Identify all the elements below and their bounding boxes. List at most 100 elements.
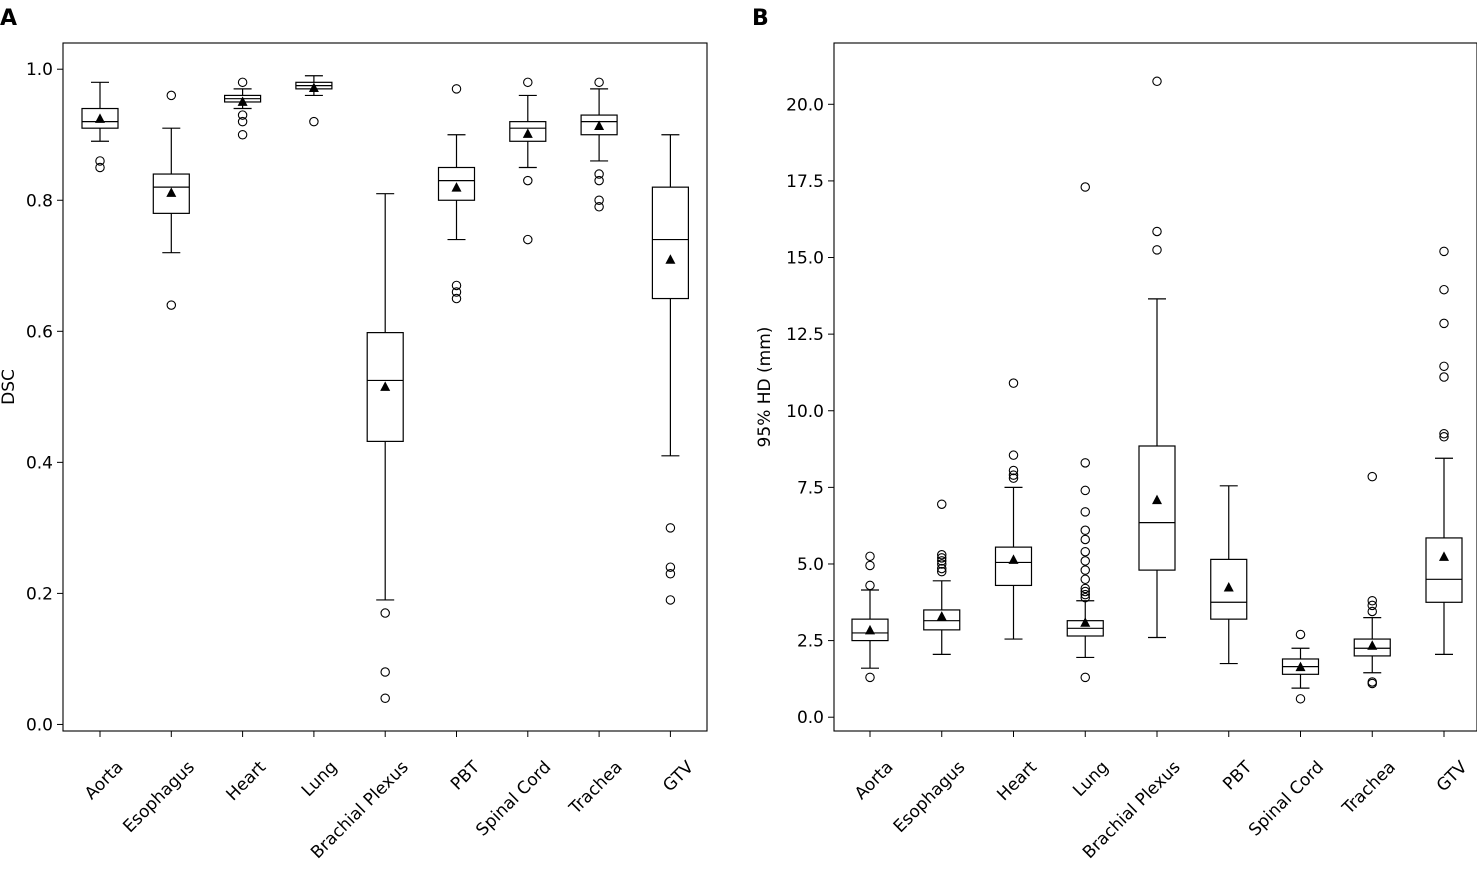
outlier-point [1439,284,1449,295]
box-heart [994,378,1033,640]
panel-letter: A [0,6,17,31]
outlier-point [1439,432,1449,442]
y-tick-label: 17.5 [786,172,824,192]
iqr-box [651,186,690,300]
x-tick-label: Lung [1069,757,1112,800]
iqr-box [1210,558,1248,620]
outlier-point [594,195,604,206]
outlier-point [1367,677,1378,687]
outlier-point [1080,458,1091,468]
mean-marker [166,187,177,197]
y-tick-label: 0.0 [797,708,824,728]
outlier-point [936,550,947,560]
mean-marker [1008,554,1019,564]
iqr-box [437,166,476,201]
iqr-box [1425,537,1463,603]
x-tick-label: Trachea [1338,757,1400,819]
box-heart [224,77,262,140]
outlier-point [1152,76,1162,87]
outlier-point [380,693,390,703]
y-tick-label: 5.0 [797,555,824,575]
outlier-point [594,77,604,88]
y-tick-label: 0.6 [26,322,53,342]
outlier-point [1008,378,1019,388]
y-tick-label: 0.2 [26,584,53,604]
outlier-point [1080,574,1091,585]
box-brachial-plexus [366,193,404,703]
outlier-point [665,562,676,572]
outlier-point [380,608,390,618]
outlier-point [166,300,177,310]
outlier-point [1367,600,1378,611]
outlier-point [523,234,533,245]
iqr-box [994,546,1033,587]
outlier-point [1008,465,1019,476]
outlier-point [1008,473,1019,483]
outlier-point [451,293,462,304]
outlier-point [1367,596,1378,606]
y-tick-label: 2.5 [797,632,824,652]
outlier-point [166,90,177,101]
box-esophagus [923,499,961,655]
box-aorta [81,81,119,173]
outlier-point [1080,525,1091,536]
outlier-point [523,175,533,186]
outlier-point [936,499,947,509]
outlier-point [1080,507,1091,517]
outlier-point [309,116,319,127]
x-tick-label: Esophagus [890,757,970,837]
outlier-point [451,84,462,94]
outlier-point [594,175,604,186]
outlier-point [594,169,604,179]
x-tick-label: PBT [447,757,484,794]
x-tick-label: Spinal Cord [1245,757,1328,840]
outlier-point [936,553,947,563]
y-axis-label: 95% HD (mm) [755,327,775,448]
outlier-point [380,667,390,677]
outlier-point [1080,586,1091,597]
mean-marker [665,254,676,264]
y-tick-label: 1.0 [26,60,53,80]
outlier-point [936,556,947,566]
y-tick-label: 0.4 [26,453,53,473]
outlier-point [1367,471,1378,482]
outlier-point [1367,606,1378,617]
x-tick-label: Trachea [565,757,627,819]
outlier-point [1295,629,1306,640]
y-tick-label: 20.0 [786,95,824,115]
box-lung [295,75,333,127]
x-tick-label: PBT [1219,757,1256,794]
outlier-point [1080,546,1091,557]
box-aorta [851,551,889,683]
outlier-point [237,110,248,120]
outlier-point [1295,694,1306,704]
box-trachea [580,77,618,212]
mean-marker [380,381,391,391]
iqr-box [152,173,190,214]
outlier-point [1080,592,1091,603]
x-tick-label: GTV [1433,757,1472,796]
mean-marker [594,120,605,131]
x-tick-label: Lung [298,757,341,800]
box-esophagus [152,90,190,310]
outlier-point [1439,246,1449,257]
mean-marker [1152,494,1162,505]
mean-marker [1080,617,1091,627]
outlier-point [237,77,248,88]
outlier-point [451,280,462,291]
outlier-point [1080,182,1091,192]
iqr-box [509,121,547,142]
outlier-point [665,523,676,533]
outlier-point [594,202,604,212]
iqr-box [366,332,404,442]
y-tick-label: 7.5 [797,478,824,498]
x-tick-label: Aorta [851,757,898,804]
outlier-point [1080,589,1091,600]
mean-marker [308,82,319,93]
x-tick-label: Esophagus [119,757,199,837]
panel-letter: B [752,6,769,31]
mean-marker [1295,661,1306,672]
outlier-point [95,162,105,173]
box-gtv [651,134,690,605]
